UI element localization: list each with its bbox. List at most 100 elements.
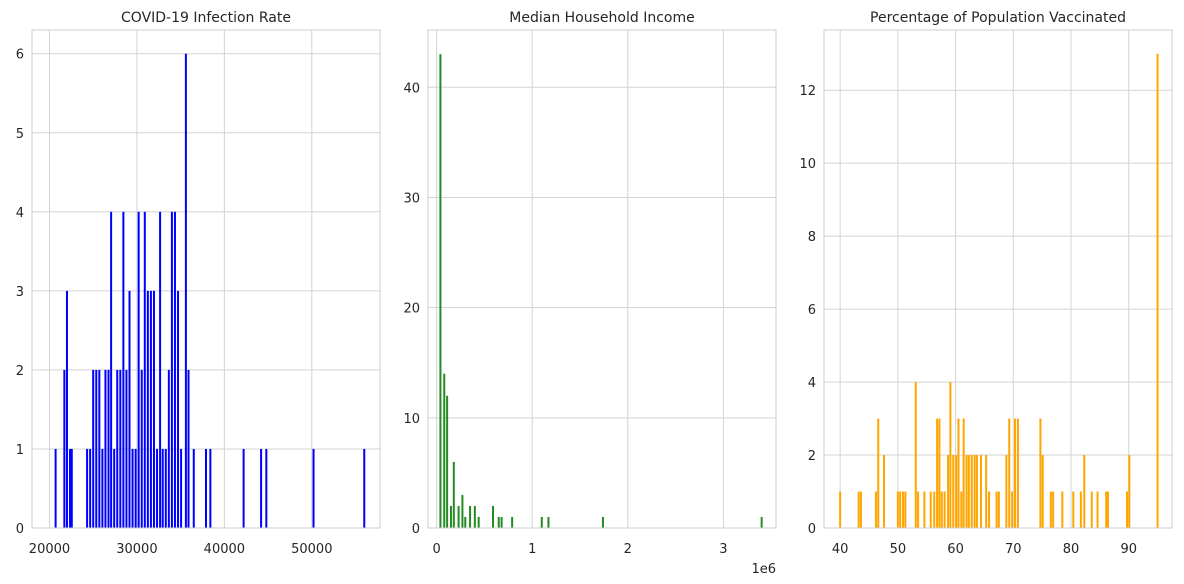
y-tick-label: 0 — [808, 522, 816, 537]
histogram-bar — [985, 455, 988, 528]
histogram-bar — [938, 418, 941, 528]
y-tick-label: 6 — [16, 48, 24, 63]
histogram-bar — [134, 448, 137, 528]
household-income-panel: Median Household Income 1e6 0 1 2 301020304… — [403, 10, 777, 577]
histogram-bar — [205, 448, 207, 528]
histogram-bar — [1008, 418, 1011, 528]
axes-frame — [427, 29, 777, 529]
histogram-bar — [933, 491, 936, 528]
histogram-bar — [116, 369, 119, 528]
vaccinated-panel: Percentage of Population Vaccinated 40 50… — [799, 10, 1173, 557]
y-tick-label: 3 — [16, 285, 24, 300]
histogram-bar — [95, 369, 98, 528]
x-tick-label: 3 — [719, 542, 727, 557]
histogram-bar — [137, 211, 140, 529]
y-tick-label: 20 — [403, 302, 420, 317]
y-tick-label: 0 — [16, 522, 24, 537]
histogram-bar — [1061, 491, 1064, 528]
panel-title: Percentage of Population Vaccinated — [870, 10, 1126, 26]
histogram-bar — [125, 369, 128, 528]
infection-rate-panel: COVID-19 Infection Rate 20000 30000 40000 5… — [16, 10, 381, 557]
x-tick-label: 2 — [624, 542, 632, 557]
histogram-bar — [209, 448, 212, 528]
panel-title: COVID-19 Infection Rate — [121, 10, 291, 26]
histogram-bar — [997, 491, 1000, 528]
histogram-bar — [469, 505, 472, 528]
y-tick-label: 4 — [16, 206, 24, 221]
y-tick-label: 10 — [799, 157, 816, 172]
plot-area — [428, 30, 776, 528]
histogram-bar — [446, 395, 449, 528]
histogram-bar — [1156, 53, 1159, 528]
bars — [54, 53, 366, 529]
histogram-bar — [98, 369, 101, 528]
y-tick-label: 2 — [16, 364, 24, 379]
histogram-bar — [988, 491, 991, 528]
x-tick-label: 40000 — [204, 542, 245, 557]
plot-area — [32, 30, 380, 528]
histogram-bar — [917, 491, 920, 528]
histogram-bar — [1128, 455, 1131, 528]
x-tick-label: 70 — [1005, 542, 1022, 557]
histogram-bar — [177, 290, 180, 528]
histogram-bar — [131, 448, 134, 528]
histogram-bar — [760, 516, 763, 528]
histogram-bar — [547, 516, 550, 528]
axes-frame — [823, 29, 1173, 529]
histogram-bar — [914, 382, 917, 528]
histogram-bar — [443, 373, 446, 528]
x-tick-label: 20000 — [29, 542, 70, 557]
histogram-bar — [1005, 455, 1008, 528]
x-tick-label: 50000 — [291, 542, 332, 557]
histogram-bar — [975, 455, 978, 528]
histogram-bar — [143, 211, 146, 529]
histogram-bar — [1106, 491, 1109, 528]
y-tick-label: 1 — [16, 443, 24, 458]
histogram-bar — [149, 290, 152, 528]
histogram-bar — [119, 369, 122, 528]
y-tick-label: 12 — [799, 84, 816, 99]
histogram-bar — [70, 448, 73, 528]
histogram-bar — [1105, 491, 1108, 528]
y-tick-label: 8 — [808, 230, 816, 245]
histogram-bar — [857, 491, 860, 528]
histogram-bar — [955, 455, 958, 528]
histogram-bar — [1096, 491, 1099, 528]
y-tick-label: 30 — [403, 191, 420, 206]
histogram-bar — [89, 448, 92, 528]
histogram-bar — [1039, 418, 1042, 528]
x-scale-label: 1e6 — [751, 562, 776, 577]
x-tick-label: 1 — [528, 542, 536, 557]
histogram-bar — [904, 491, 907, 528]
histogram-bar — [187, 369, 190, 528]
histogram-bar — [601, 516, 604, 528]
histogram-bar — [995, 491, 998, 528]
histogram-bar — [192, 448, 195, 528]
panel-title: Median Household Income — [509, 10, 694, 26]
histogram-bar — [1011, 491, 1014, 528]
y-tick-label: 6 — [808, 303, 816, 318]
histogram-bar — [449, 505, 452, 528]
x-tick-label: 30000 — [116, 542, 157, 557]
histogram-bar — [973, 455, 976, 528]
bars — [839, 53, 1159, 528]
histogram-bar — [439, 54, 442, 528]
histogram-bar — [180, 448, 183, 528]
histogram-bar — [110, 211, 113, 529]
histogram-bar — [960, 491, 963, 528]
histogram-bar — [952, 455, 955, 528]
histogram-bar — [947, 455, 950, 528]
histogram-bar — [965, 455, 968, 528]
histogram-bar — [452, 461, 455, 528]
histogram-bar — [940, 491, 943, 528]
histogram-bar — [923, 491, 926, 528]
histogram-bar — [92, 369, 95, 528]
histogram-bar — [1052, 491, 1055, 528]
histogram-bar — [464, 516, 467, 528]
histogram-bar — [184, 53, 187, 528]
histogram-bar — [65, 290, 68, 528]
y-tick-label: 5 — [16, 127, 24, 142]
histogram-bar — [1090, 491, 1093, 528]
histogram-bar — [63, 369, 66, 528]
